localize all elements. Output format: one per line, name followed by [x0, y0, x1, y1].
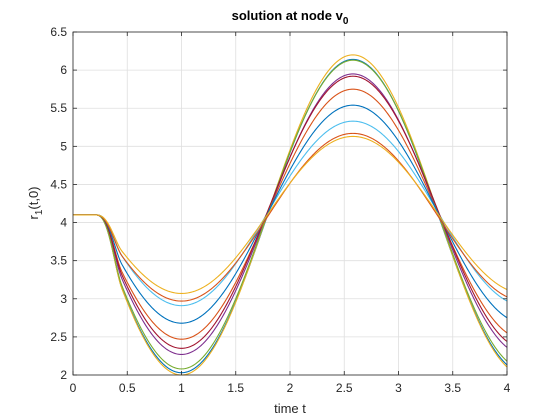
y-tick-label: 2 — [60, 368, 67, 382]
x-tick-label: 1.5 — [227, 381, 244, 395]
x-tick-label: 4 — [504, 381, 511, 395]
y-tick-label: 4.5 — [50, 177, 67, 191]
x-axis-label: time t — [274, 401, 306, 416]
x-tick-label: 3.5 — [444, 381, 461, 395]
y-axis-label: r1(t,0) — [26, 186, 45, 219]
y-tick-label: 5 — [60, 139, 67, 153]
series-line-7 — [73, 75, 508, 349]
y-tick-label: 6.5 — [50, 25, 67, 39]
y-tick-label: 5.5 — [50, 101, 67, 115]
y-tick-label: 6 — [60, 63, 67, 77]
x-tick-label: 3 — [395, 381, 402, 395]
x-tick-label: 0 — [70, 381, 77, 395]
tick-labels: 0 0.5 1 1.5 2 2.5 3 3.5 4 2 2.5 3 3.5 4 4.5 5 5.5 6 6.5 — [50, 25, 510, 395]
x-tick-label: 2 — [287, 381, 294, 395]
chart-title: solution at node v0 — [232, 8, 349, 27]
x-tick-label: 0.5 — [119, 381, 136, 395]
x-tick-label: 2.5 — [336, 381, 353, 395]
y-tick-label: 3.5 — [50, 254, 67, 268]
series-line-10 — [73, 135, 508, 294]
x-tick-label: 1 — [178, 381, 185, 395]
y-tick-label: 3 — [60, 292, 67, 306]
series-group — [73, 54, 508, 376]
y-tick-label: 4 — [60, 216, 67, 230]
y-tick-label: 2.5 — [50, 330, 67, 344]
ticks — [72, 31, 508, 376]
series-line-8 — [73, 104, 508, 324]
